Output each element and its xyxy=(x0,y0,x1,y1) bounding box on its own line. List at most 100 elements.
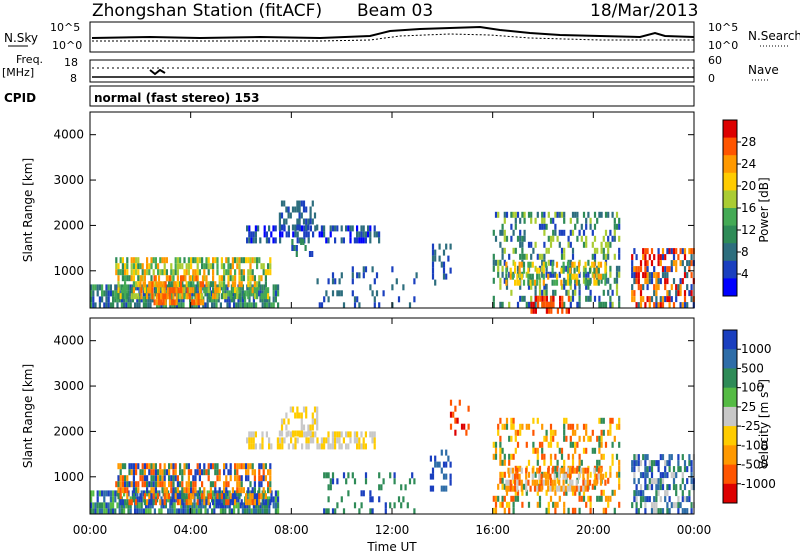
data-cell xyxy=(198,469,201,476)
data-cell xyxy=(602,429,605,436)
data-cell xyxy=(226,502,229,509)
data-cell xyxy=(668,302,671,309)
data-cell xyxy=(150,499,153,506)
data-cell xyxy=(269,269,272,276)
data-cell xyxy=(582,485,585,492)
data-cell xyxy=(560,453,564,460)
data-cell xyxy=(615,453,619,460)
data-cell xyxy=(585,223,588,230)
data-cell xyxy=(219,302,222,309)
data-cell xyxy=(664,490,667,497)
data-cell xyxy=(223,499,226,506)
data-cell xyxy=(94,502,97,509)
data-cell xyxy=(552,271,555,278)
data-cell xyxy=(296,237,299,244)
data-cell xyxy=(253,257,256,264)
data-cell xyxy=(639,266,643,273)
data-cell xyxy=(360,237,363,244)
data-cell xyxy=(130,269,133,276)
data-cell xyxy=(563,429,566,436)
data-cell xyxy=(109,302,112,309)
data-cell xyxy=(174,487,177,494)
data-cell xyxy=(126,493,129,500)
data-cell xyxy=(569,241,572,248)
data-cell xyxy=(225,499,228,506)
data-cell xyxy=(205,281,208,288)
data-cell xyxy=(582,229,586,236)
data-cell xyxy=(143,493,146,500)
data-cell xyxy=(269,475,272,482)
data-cell xyxy=(234,257,237,264)
data-cell xyxy=(313,418,317,425)
data-cell xyxy=(501,447,504,454)
data-cell xyxy=(604,261,607,268)
data-cell xyxy=(666,508,669,515)
data-cell xyxy=(101,284,104,291)
data-cell xyxy=(238,481,241,488)
data-cell xyxy=(679,466,682,473)
data-cell xyxy=(228,502,231,509)
data-cell xyxy=(272,502,275,509)
data-cell xyxy=(225,257,228,264)
data-cell xyxy=(507,479,510,486)
data-cell xyxy=(567,471,570,478)
data-cell xyxy=(161,499,164,506)
data-cell xyxy=(431,243,435,250)
data-cell xyxy=(235,490,238,497)
data-cell xyxy=(305,443,308,450)
data-cell xyxy=(585,423,588,430)
data-cell xyxy=(411,472,414,479)
data-cell xyxy=(109,496,112,503)
data-cell xyxy=(173,508,176,515)
data-cell xyxy=(240,257,243,264)
data-cell xyxy=(607,477,610,484)
data-cell xyxy=(277,290,280,297)
data-cell xyxy=(325,290,328,297)
data-cell xyxy=(675,484,678,491)
data-cell xyxy=(525,489,528,496)
data-cell xyxy=(129,502,132,509)
data-cell xyxy=(176,263,179,270)
data-cell xyxy=(532,429,535,436)
data-cell xyxy=(554,223,557,230)
data-cell xyxy=(272,290,275,297)
data-cell xyxy=(238,463,241,470)
data-cell xyxy=(571,289,575,296)
data-cell xyxy=(569,441,572,448)
data-cell xyxy=(596,435,599,442)
data-cell xyxy=(503,483,506,490)
data-cell xyxy=(101,502,104,509)
data-cell xyxy=(595,267,598,274)
data-cell xyxy=(604,495,608,502)
data-cell xyxy=(236,287,239,294)
data-cell xyxy=(609,465,612,472)
data-cell xyxy=(175,293,178,300)
data-cell xyxy=(176,281,179,288)
data-cell xyxy=(434,255,437,262)
data-cell xyxy=(263,508,266,515)
data-cell xyxy=(659,278,662,285)
data-cell xyxy=(239,290,242,297)
data-cell xyxy=(585,283,588,290)
data-cell xyxy=(212,269,215,276)
data-cell xyxy=(569,301,572,308)
data-cell xyxy=(542,479,545,486)
data-cell xyxy=(338,278,341,285)
data-cell xyxy=(228,508,231,515)
data-cell xyxy=(650,260,654,267)
data-cell xyxy=(323,437,326,444)
data-cell xyxy=(494,211,498,218)
data-cell xyxy=(675,290,678,297)
data-cell xyxy=(558,473,561,480)
data-cell xyxy=(224,284,227,291)
data-cell xyxy=(497,495,500,502)
data-cell xyxy=(653,254,656,261)
data-cell xyxy=(268,296,271,303)
data-cell xyxy=(101,296,104,303)
data-cell xyxy=(679,302,682,309)
data-cell xyxy=(141,269,144,276)
data-cell xyxy=(291,406,295,413)
data-cell xyxy=(234,281,237,288)
data-cell xyxy=(189,302,192,309)
data-cell xyxy=(301,443,304,450)
